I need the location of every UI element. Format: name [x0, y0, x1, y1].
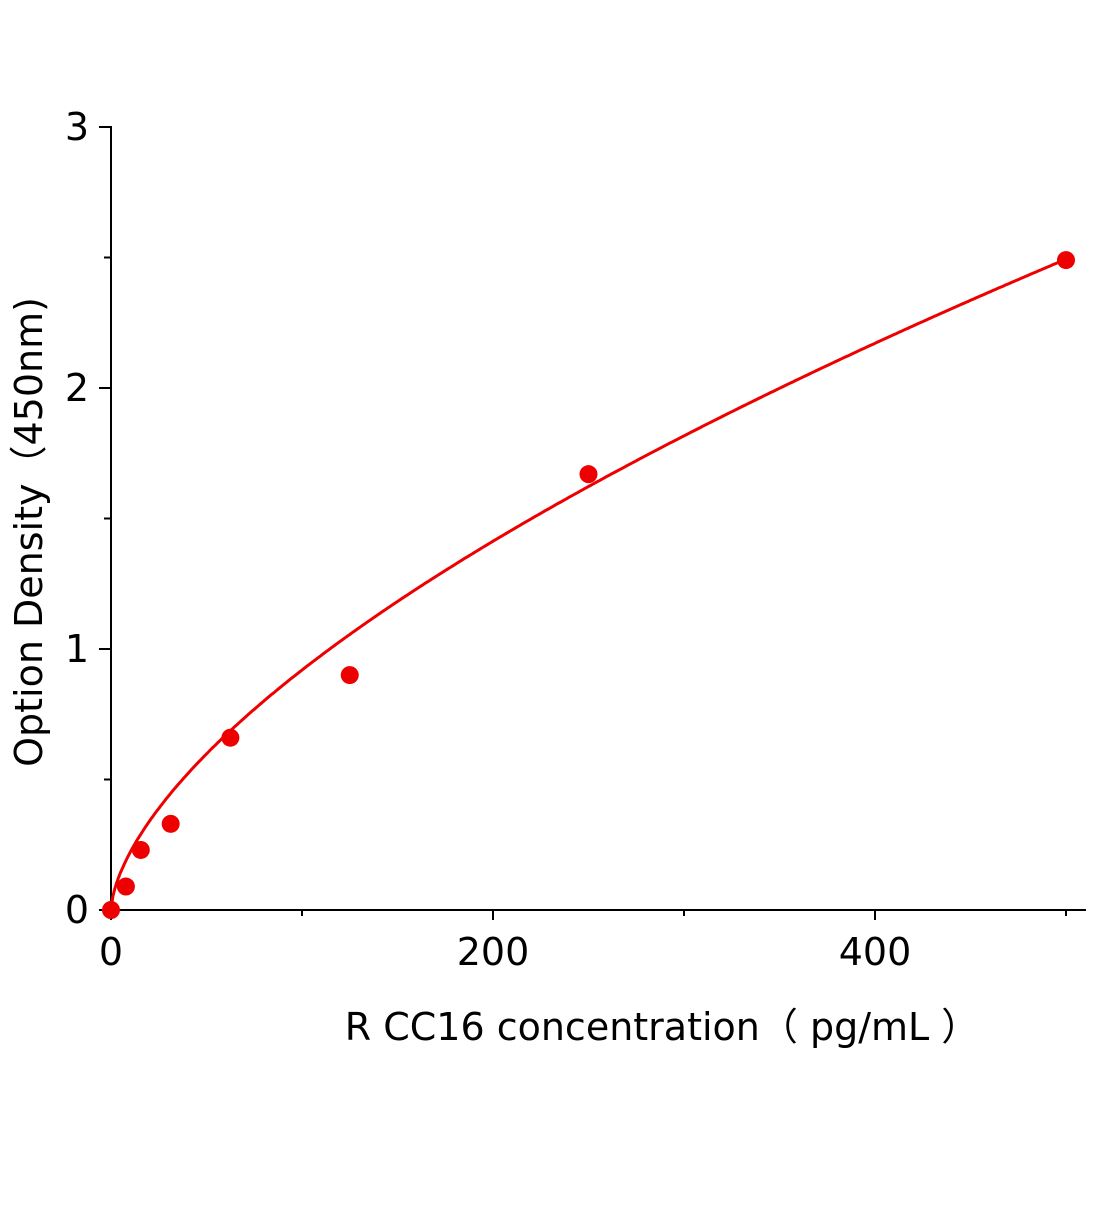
data-point [1057, 251, 1075, 270]
data-point [102, 901, 120, 919]
data-point [579, 465, 598, 484]
data-point [116, 877, 135, 896]
data-points [102, 251, 1075, 919]
fit-curve [109, 257, 1067, 911]
y-axis-label: Option Density（450nm) [7, 297, 51, 767]
data-point [131, 840, 150, 859]
data-point [340, 666, 359, 685]
data-point [161, 814, 180, 833]
x-tick-label: 0 [99, 930, 123, 974]
data-point [221, 728, 240, 747]
x-tick-label: 400 [839, 930, 912, 974]
y-tick-label: 0 [65, 888, 89, 932]
x-axis-label: R CC16 concentration（ pg/mL ） [345, 1005, 980, 1049]
y-tick-label: 2 [65, 366, 89, 410]
y-tick-label: 3 [65, 105, 89, 149]
x-tick-label: 200 [457, 930, 530, 974]
y-tick-label: 1 [65, 627, 89, 671]
axes: 0 200 400 0 1 2 3 [65, 105, 1086, 974]
